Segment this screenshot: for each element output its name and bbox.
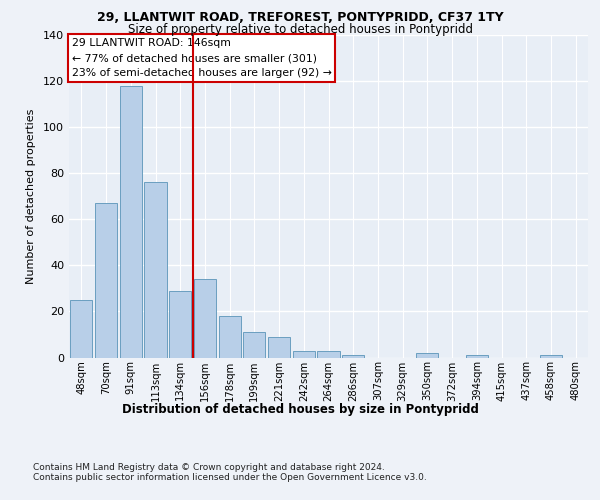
- Bar: [540, 355, 562, 358]
- Bar: [317, 350, 340, 358]
- Bar: [218, 316, 241, 358]
- Bar: [293, 350, 315, 358]
- Bar: [194, 279, 216, 357]
- Bar: [268, 337, 290, 357]
- Y-axis label: Number of detached properties: Number of detached properties: [26, 108, 36, 284]
- Bar: [119, 86, 142, 357]
- Bar: [95, 203, 117, 358]
- Bar: [243, 332, 265, 357]
- Text: Distribution of detached houses by size in Pontypridd: Distribution of detached houses by size …: [122, 402, 478, 415]
- Text: 29, LLANTWIT ROAD, TREFOREST, PONTYPRIDD, CF37 1TY: 29, LLANTWIT ROAD, TREFOREST, PONTYPRIDD…: [97, 11, 503, 24]
- Bar: [145, 182, 167, 358]
- Text: 29 LLANTWIT ROAD: 146sqm
← 77% of detached houses are smaller (301)
23% of semi-: 29 LLANTWIT ROAD: 146sqm ← 77% of detach…: [71, 38, 331, 78]
- Bar: [342, 355, 364, 358]
- Bar: [466, 355, 488, 358]
- Text: Contains HM Land Registry data © Crown copyright and database right 2024.: Contains HM Land Registry data © Crown c…: [33, 462, 385, 471]
- Bar: [70, 300, 92, 358]
- Text: Size of property relative to detached houses in Pontypridd: Size of property relative to detached ho…: [128, 22, 473, 36]
- Bar: [169, 290, 191, 358]
- Text: Contains public sector information licensed under the Open Government Licence v3: Contains public sector information licen…: [33, 472, 427, 482]
- Bar: [416, 353, 439, 358]
